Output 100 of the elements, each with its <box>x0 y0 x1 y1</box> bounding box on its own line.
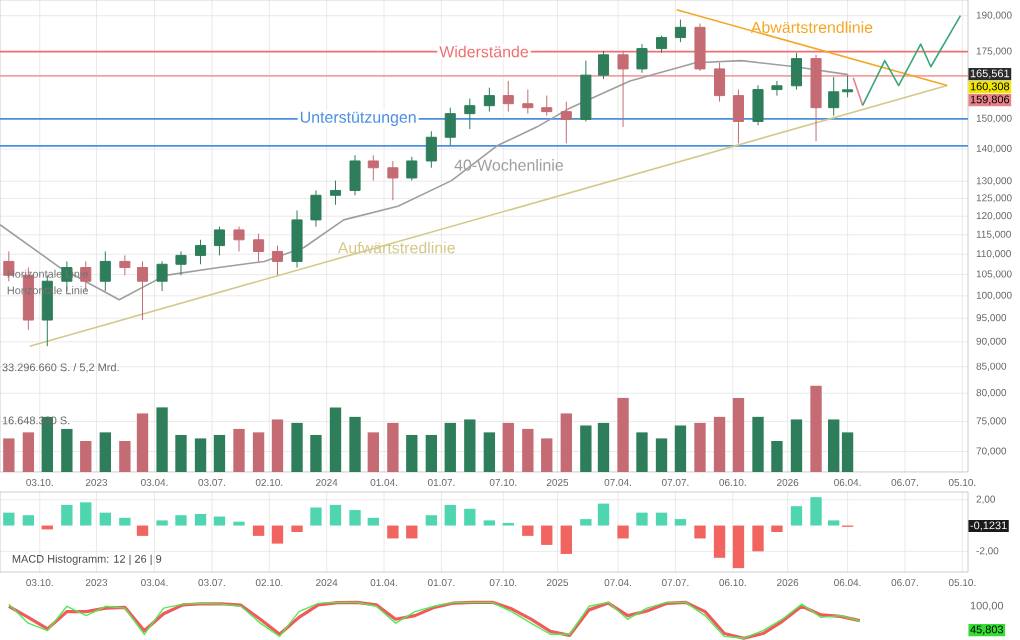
bar <box>483 432 496 472</box>
bar <box>502 422 514 472</box>
bar <box>80 440 92 472</box>
bar <box>406 525 418 539</box>
bar <box>406 434 418 472</box>
bar <box>674 425 687 472</box>
candlestick <box>694 23 706 72</box>
bar <box>464 419 476 472</box>
bar <box>367 517 380 526</box>
bar <box>291 422 303 472</box>
candlestick <box>597 50 610 80</box>
bar <box>655 438 668 472</box>
bar <box>444 422 456 472</box>
bar <box>3 438 15 472</box>
bar <box>560 413 572 472</box>
bar <box>175 434 187 472</box>
bar <box>810 497 822 526</box>
bar <box>560 525 572 554</box>
bar <box>790 419 803 472</box>
candlestick <box>502 80 514 113</box>
bar <box>99 512 111 526</box>
bar <box>713 416 726 472</box>
bar <box>3 512 15 526</box>
bar <box>580 425 592 472</box>
bar <box>156 407 168 472</box>
bar <box>597 503 610 526</box>
bar <box>771 525 783 532</box>
bar <box>61 428 73 472</box>
bar <box>119 440 131 472</box>
bar <box>694 525 706 539</box>
bar <box>271 525 284 544</box>
bar <box>310 434 322 472</box>
bar <box>252 432 265 472</box>
bar <box>387 525 399 539</box>
bar <box>636 432 648 472</box>
candlestick <box>119 254 131 276</box>
bar <box>617 525 629 539</box>
candlestick <box>310 189 322 228</box>
bar <box>752 416 764 472</box>
candlestick <box>674 19 686 43</box>
candlestick <box>636 43 648 74</box>
candlestick <box>714 62 726 103</box>
candlestick <box>655 35 668 54</box>
bar <box>425 515 438 526</box>
bar <box>99 432 111 472</box>
candlestick <box>560 101 572 144</box>
bar <box>22 432 35 472</box>
bar <box>349 510 361 526</box>
candlestick <box>464 98 476 130</box>
bar <box>252 525 265 536</box>
bar <box>732 525 745 569</box>
bar <box>541 438 553 472</box>
bar <box>136 413 149 472</box>
bar <box>291 525 303 532</box>
bar <box>522 525 534 536</box>
bar <box>119 517 131 526</box>
candlestick <box>349 154 361 196</box>
candlestick <box>406 156 418 182</box>
candlestick <box>810 54 822 142</box>
candlestick <box>136 260 149 321</box>
bar <box>732 397 745 472</box>
candlestick <box>175 250 187 276</box>
bar <box>828 520 840 526</box>
bar <box>522 428 534 472</box>
candlestick <box>194 239 207 265</box>
candlestick <box>617 50 629 128</box>
candlestick <box>367 154 379 182</box>
bar <box>213 516 226 526</box>
candlestick <box>291 209 303 269</box>
bar <box>136 525 149 536</box>
bar <box>367 432 380 472</box>
bar <box>464 508 476 526</box>
bar <box>22 515 35 526</box>
candlestick <box>483 87 495 113</box>
bar <box>694 422 706 472</box>
line-series <box>0 59 849 301</box>
bar <box>310 507 322 526</box>
candlestick <box>213 226 225 256</box>
bar <box>425 434 438 472</box>
bar <box>636 512 648 526</box>
bar <box>80 502 92 526</box>
bar <box>713 525 726 558</box>
bar <box>597 422 610 472</box>
bar <box>213 434 226 472</box>
bar <box>771 440 783 472</box>
candlestick <box>580 60 592 122</box>
bar <box>483 520 496 526</box>
candlestick <box>99 250 111 292</box>
bar <box>617 397 629 472</box>
bar <box>194 438 207 472</box>
bar <box>156 520 168 526</box>
bar <box>233 428 245 472</box>
bar <box>655 512 668 526</box>
candlestick <box>387 160 399 201</box>
candlestick <box>444 107 456 146</box>
candlestick <box>732 89 745 144</box>
bar <box>349 416 361 472</box>
candlestick <box>329 180 342 206</box>
candlestick <box>156 260 168 292</box>
bar <box>329 407 342 472</box>
